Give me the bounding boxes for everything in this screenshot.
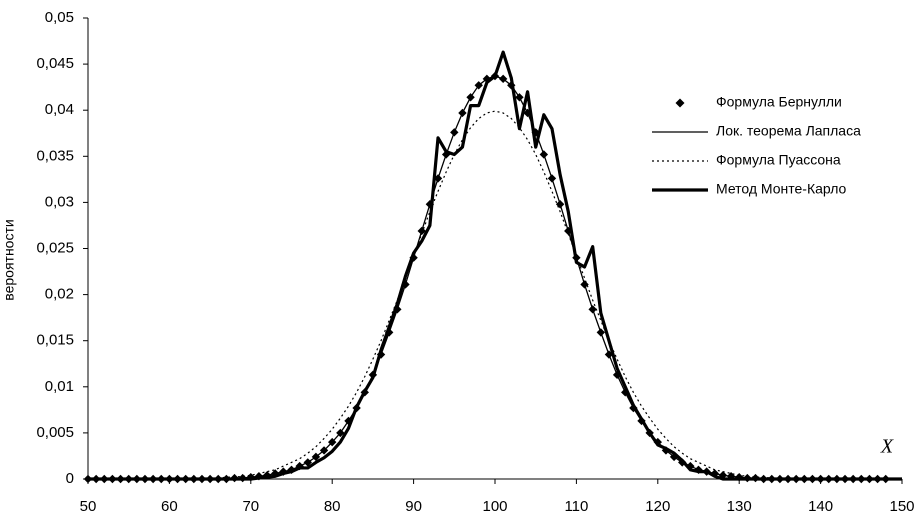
- y-tick-label: 0,015: [36, 332, 74, 349]
- x-tick-label: 120: [645, 498, 670, 515]
- y-tick-label: 0,045: [36, 55, 74, 72]
- y-axis-label: вероятности: [1, 219, 17, 300]
- x-tick-label: 100: [482, 498, 507, 515]
- y-tick-label: 0,025: [36, 239, 74, 256]
- y-tick-label: 0,03: [45, 193, 74, 210]
- legend-label: Метод Монте-Карло: [716, 181, 847, 197]
- x-tick-label: 130: [727, 498, 752, 515]
- x-tick-label: 140: [808, 498, 833, 515]
- legend-label: Формула Пуассона: [716, 152, 841, 168]
- y-tick-label: 0,02: [45, 286, 74, 303]
- y-tick-label: 0,005: [36, 424, 74, 441]
- series-line: [88, 50, 902, 481]
- x-axis-label: X: [880, 436, 894, 458]
- legend-marker: [675, 98, 685, 108]
- x-tick-label: 150: [889, 498, 914, 515]
- x-tick-label: 90: [405, 498, 422, 515]
- x-tick-label: 70: [242, 498, 259, 515]
- y-tick-label: 0,01: [45, 378, 74, 395]
- x-tick-label: 60: [161, 498, 178, 515]
- y-tick-label: 0,035: [36, 147, 74, 164]
- legend-label: Формула Бернулли: [716, 94, 842, 110]
- x-tick-label: 80: [324, 498, 341, 515]
- y-tick-label: 0: [66, 470, 74, 487]
- x-tick-label: 50: [80, 498, 97, 515]
- x-tick-label: 110: [564, 498, 588, 515]
- legend-label: Лок. теорема Лапласа: [716, 123, 861, 139]
- y-tick-label: 0,05: [45, 9, 74, 26]
- y-tick-label: 0,04: [45, 101, 74, 118]
